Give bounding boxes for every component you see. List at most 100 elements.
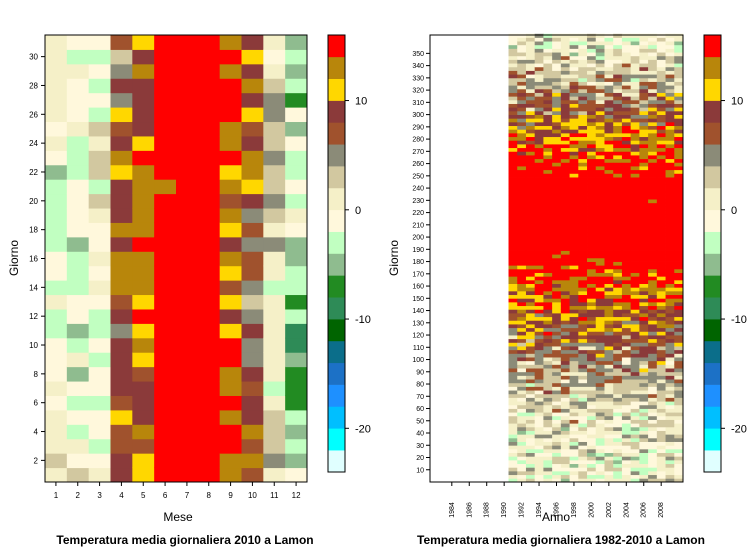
left-heatmap-cell (110, 63, 133, 79)
left-heatmap-cell (110, 150, 133, 166)
left-heatmap-cell (241, 107, 264, 123)
right-heatmap-cell (613, 59, 623, 64)
right-heatmap-cell (525, 173, 536, 178)
right-heatmap-cell (639, 360, 649, 365)
right-heatmap-cell (674, 110, 684, 115)
right-heatmap-cell (517, 121, 527, 127)
right-heatmap-cell (648, 353, 658, 358)
right-heatmap-cell (595, 199, 605, 204)
left-heatmap-cell (285, 280, 308, 296)
right-heatmap-cell (587, 103, 597, 108)
right-heatmap-cell (621, 309, 632, 314)
right-heatmap-cell (665, 77, 675, 82)
right-heatmap-cell (560, 445, 570, 450)
right-heatmap-cell (595, 118, 605, 123)
left-heatmap-cell (66, 222, 90, 238)
right-y-tick-label: 110 (413, 345, 424, 352)
left-heatmap-cell (132, 323, 155, 339)
right-heatmap-cell (674, 166, 684, 171)
right-heatmap-cell (543, 327, 553, 332)
right-heatmap-cell (508, 166, 518, 171)
right-heatmap-cell (525, 66, 536, 71)
right-heatmap-cell (560, 434, 570, 439)
right-heatmap-cell (534, 463, 544, 468)
right-heatmap-cell (517, 301, 527, 307)
right-heatmap-cell (656, 390, 666, 395)
right-heatmap-cell (587, 85, 597, 90)
right-heatmap-cell (578, 77, 588, 82)
right-heatmap-cell (587, 224, 597, 229)
right-heatmap-cell (525, 445, 536, 450)
right-heatmap-cell (630, 151, 640, 156)
left-heatmap-cell (285, 193, 308, 209)
right-heatmap-cell (517, 66, 527, 71)
left-heatmap-cell (263, 92, 286, 108)
left-heatmap-cell (132, 208, 155, 223)
right-heatmap-cell (552, 279, 562, 284)
left-heatmap-cell (88, 308, 111, 324)
right-heatmap-cell (604, 346, 614, 351)
right-heatmap-cell (525, 125, 536, 130)
left-heatmap-cell (66, 467, 90, 483)
right-key-swatch (704, 253, 721, 276)
right-heatmap-cell (560, 287, 570, 292)
right-heatmap-cell (665, 426, 675, 431)
right-y-tick-label: 180 (412, 259, 424, 266)
right-heatmap-cell (604, 129, 614, 134)
left-heatmap-cell (132, 381, 155, 396)
right-heatmap-cell (621, 290, 632, 296)
right-heatmap-cell (604, 430, 614, 435)
right-heatmap-cell (517, 298, 527, 303)
right-heatmap-cell (508, 221, 518, 226)
right-heatmap-cell (595, 412, 605, 417)
right-heatmap-cell (578, 118, 588, 123)
right-heatmap-cell (587, 55, 597, 60)
right-heatmap-cell (543, 103, 553, 108)
right-heatmap-cell (525, 92, 536, 97)
right-heatmap-cell (639, 335, 649, 340)
right-heatmap-cell (648, 129, 658, 134)
right-heatmap-cell (560, 331, 570, 336)
right-heatmap-cell (648, 290, 658, 296)
right-heatmap-cell (508, 44, 518, 49)
right-heatmap-cell (578, 250, 588, 255)
right-heatmap-cell (525, 103, 536, 108)
right-heatmap-cell (674, 132, 684, 138)
right-heatmap-cell (656, 180, 666, 185)
right-heatmap-cell (552, 470, 562, 476)
right-heatmap-cell (648, 125, 658, 130)
right-heatmap-cell (674, 195, 684, 200)
left-heatmap-cell (285, 438, 308, 454)
right-heatmap-cell (543, 331, 553, 336)
right-heatmap-cell (569, 118, 579, 123)
left-heatmap-cell (176, 294, 199, 310)
right-heatmap-cell (534, 456, 544, 461)
right-y-tick-label: 320 (412, 88, 424, 95)
right-heatmap-cell (517, 346, 527, 351)
right-heatmap-cell (604, 470, 614, 476)
right-key-swatch (704, 450, 721, 473)
right-heatmap-cell (560, 92, 570, 97)
right-heatmap-cell (674, 232, 684, 237)
right-heatmap-cell (621, 386, 632, 391)
left-heatmap-cell (197, 208, 221, 223)
right-heatmap-cell (595, 239, 605, 244)
right-heatmap-cell (569, 463, 579, 468)
right-heatmap-cell (613, 386, 623, 391)
right-heatmap-cell (604, 158, 614, 163)
right-heatmap-cell (543, 272, 553, 277)
right-heatmap-cell (508, 195, 518, 200)
right-heatmap-cell (639, 103, 649, 108)
right-heatmap-cell (587, 346, 597, 351)
right-heatmap-cell (648, 107, 658, 112)
right-heatmap-cell (648, 155, 658, 160)
right-heatmap-cell (613, 382, 623, 387)
left-heatmap-cell (263, 150, 286, 166)
right-heatmap-cell (508, 37, 518, 42)
right-heatmap-cell (560, 437, 570, 442)
right-heatmap-cell (595, 162, 605, 167)
right-heatmap-cell (604, 125, 614, 130)
right-heatmap-cell (534, 59, 544, 64)
right-heatmap-cell (630, 121, 640, 127)
right-heatmap-cell (534, 430, 544, 435)
